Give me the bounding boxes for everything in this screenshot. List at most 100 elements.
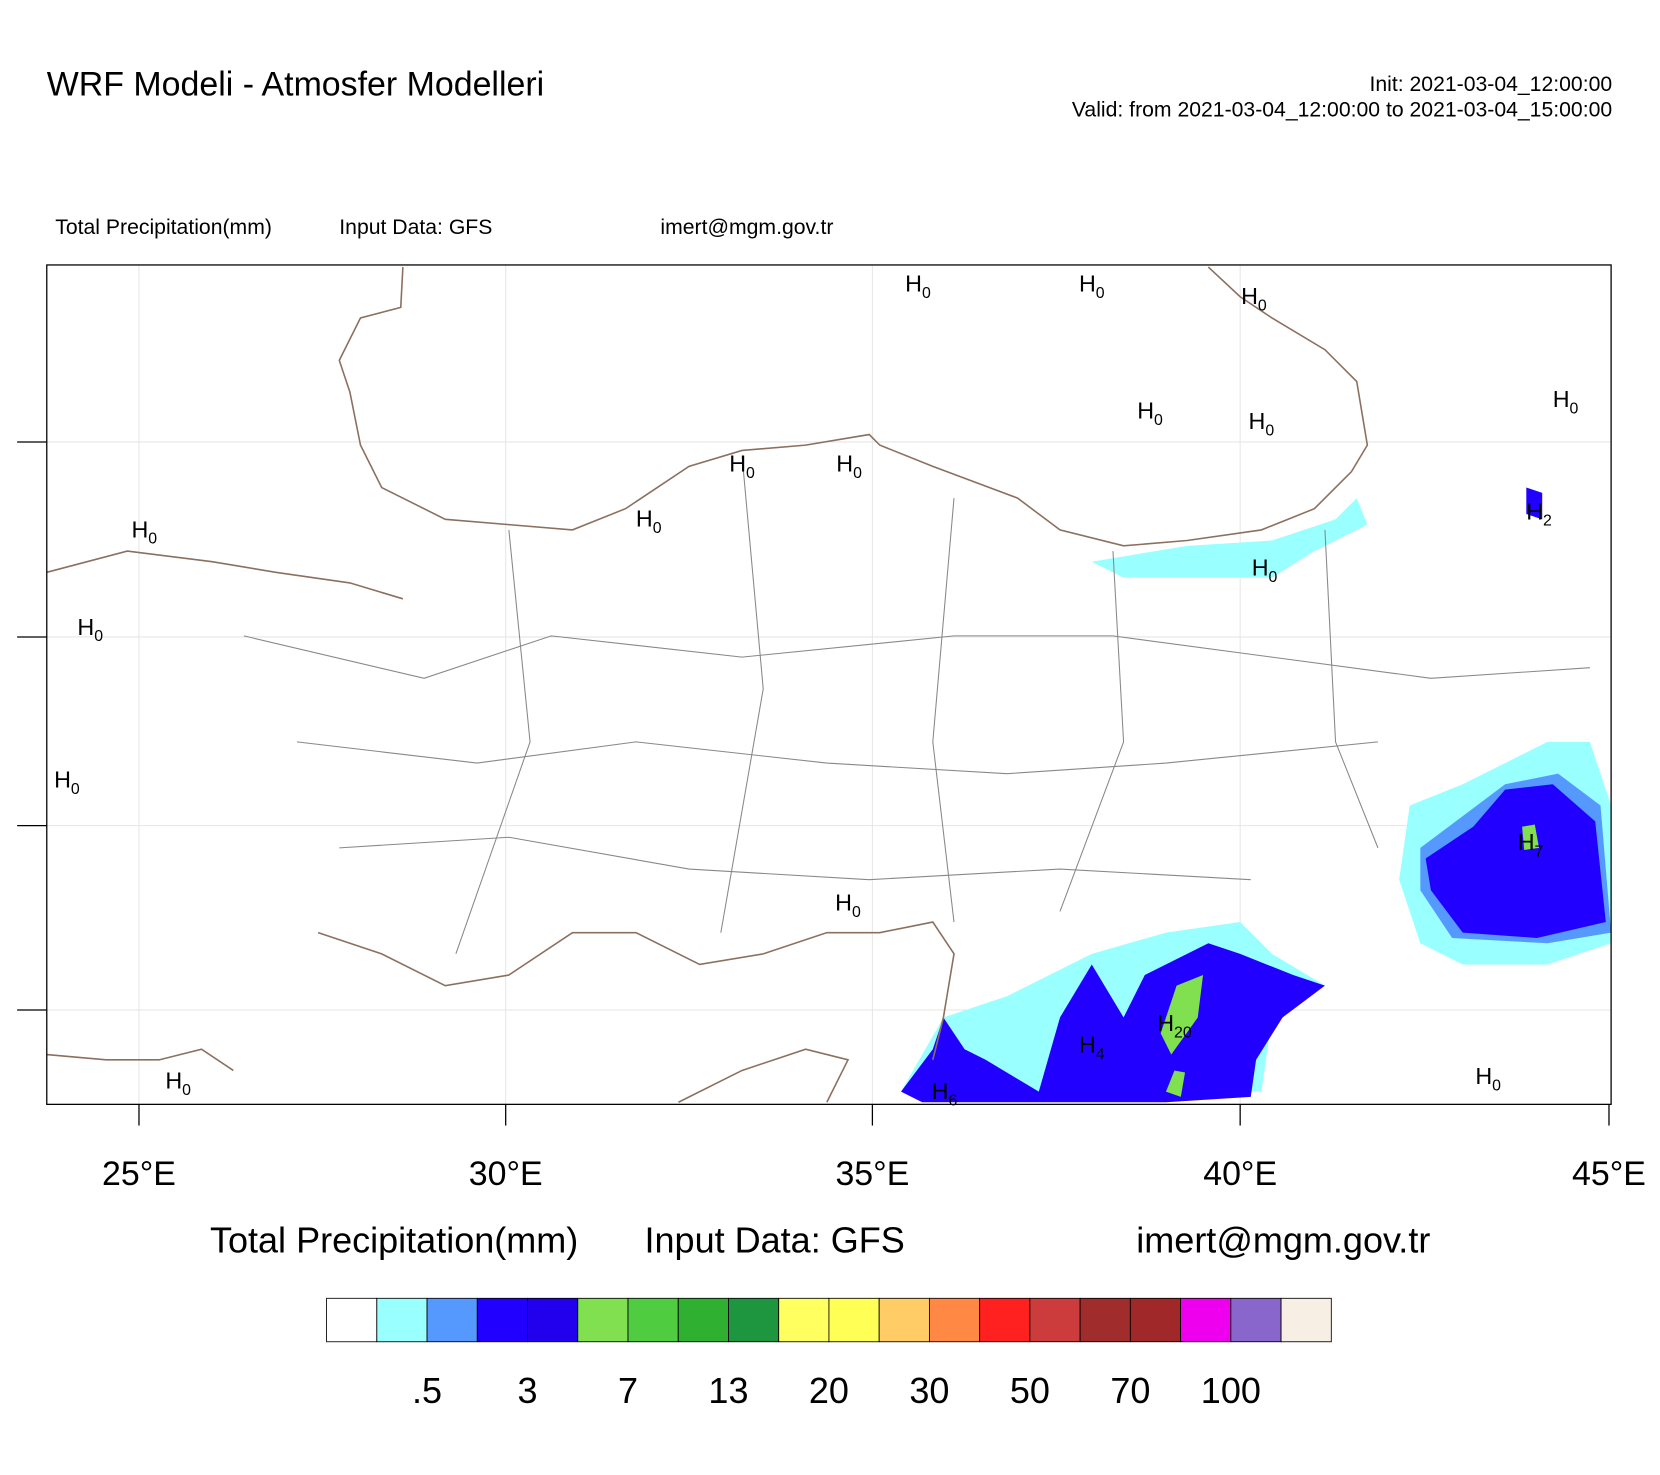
colorbar-box [326,1297,378,1343]
high-value: 0 [1492,1078,1501,1095]
colorbar-box [476,1297,528,1343]
colorbar-box [828,1297,880,1343]
colorbar-input: Input Data: GFS [645,1220,905,1261]
high-value: 0 [1154,412,1163,429]
high-label: H0 [1252,554,1278,585]
high-label: H0 [1249,408,1275,439]
high-label: H0 [729,451,755,482]
high-value: 0 [653,520,662,537]
colorbar-box [1029,1297,1081,1343]
colorbar-box [627,1297,679,1343]
lon-label: 45°E [1572,1155,1646,1193]
lon-label: 40°E [1203,1155,1277,1193]
colorbar-box [979,1297,1031,1343]
high-letter: H [836,451,853,477]
lon-label: 35°E [835,1155,909,1193]
high-letter: H [1137,398,1154,424]
high-letter: H [77,614,94,640]
high-label: H2 [1526,498,1552,529]
input-data: Input Data: GFS [339,216,492,239]
high-label: H0 [77,614,103,645]
high-letter: H [1079,270,1096,296]
colorbar-field: Total Precipitation(mm) [210,1220,578,1261]
high-label: H0 [1079,270,1105,301]
colorbar-label: 3 [518,1370,538,1411]
high-value: 20 [1174,1025,1192,1042]
contact: imert@mgm.gov.tr [660,216,833,239]
lon-label: 30°E [469,1155,543,1193]
colorbar-box [928,1297,981,1343]
colorbar-label: .5 [412,1370,442,1411]
high-letter: H [131,516,148,542]
coastlines [46,266,1369,1103]
high-label: H0 [131,516,157,547]
province-borders [243,455,1590,955]
high-value: 7 [1535,843,1544,860]
colorbar-label: 100 [1201,1370,1261,1411]
high-label: H0 [54,766,80,797]
high-value: 0 [746,465,755,482]
map-frame [46,264,1612,1105]
high-value: 6 [948,1092,957,1109]
high-letter: H [1475,1063,1492,1089]
colorbar-box [1129,1297,1182,1343]
colorbar-box [527,1297,579,1343]
high-label: H0 [165,1067,191,1098]
high-value: 0 [853,465,862,482]
colorbar-box [778,1297,830,1343]
high-letter: H [1079,1031,1096,1057]
colorbar-box [426,1297,478,1343]
high-value: 2 [1543,513,1552,530]
colorbar: .5 3 7 13 20 30 50 70 100 [326,1297,1332,1411]
high-letter: H [1526,498,1543,524]
high-value: 4 [1096,1046,1105,1063]
high-label: H0 [1553,386,1579,417]
colorbar-box [376,1297,428,1343]
high-value: 0 [922,285,931,302]
high-letter: H [1518,829,1535,855]
colorbar-label: 50 [1010,1370,1050,1411]
colorbar-box [577,1297,629,1343]
high-label: H6 [932,1078,958,1109]
high-label: H0 [1137,398,1163,429]
high-label: H7 [1518,829,1544,860]
high-value: 0 [1258,298,1267,315]
high-label: H0 [835,889,861,920]
high-value: 0 [1269,569,1278,586]
colorbar-label: 30 [909,1370,949,1411]
high-letter: H [1157,1010,1174,1036]
high-letter: H [54,766,71,792]
high-value: 0 [1096,285,1105,302]
high-label: H0 [1475,1063,1501,1094]
high-letter: H [905,270,922,296]
high-letter: H [729,451,746,477]
high-value: 0 [148,531,157,548]
lon-label: 25°E [102,1155,176,1193]
colorbar-label: 70 [1110,1370,1150,1411]
colorbar-box [728,1297,780,1343]
precipitation-areas [901,487,1612,1103]
colorbar-label: 7 [618,1370,638,1411]
high-letter: H [1249,408,1266,434]
high-value: 0 [1265,423,1274,440]
colorbar-box [1280,1297,1332,1343]
high-value: 0 [182,1082,191,1099]
high-letter: H [636,506,653,532]
axis-ticks [17,441,1610,1126]
map-border [46,264,1612,1105]
colorbar-contact: imert@mgm.gov.tr [1136,1220,1430,1261]
high-label: H0 [836,451,862,482]
colorbar-box [1180,1297,1232,1343]
high-letter: H [932,1078,949,1104]
valid-time: Valid: from 2021-03-04_12:00:00 to 2021-… [1072,99,1612,122]
colorbar-label: 20 [809,1370,849,1411]
high-letter: H [1553,386,1570,412]
colorbar-label: 13 [708,1370,748,1411]
high-label: H4 [1079,1031,1105,1062]
high-letter: H [165,1067,182,1093]
colorbar-box [677,1297,729,1343]
colorbar-box [1079,1297,1131,1343]
field-name: Total Precipitation(mm) [55,216,272,239]
